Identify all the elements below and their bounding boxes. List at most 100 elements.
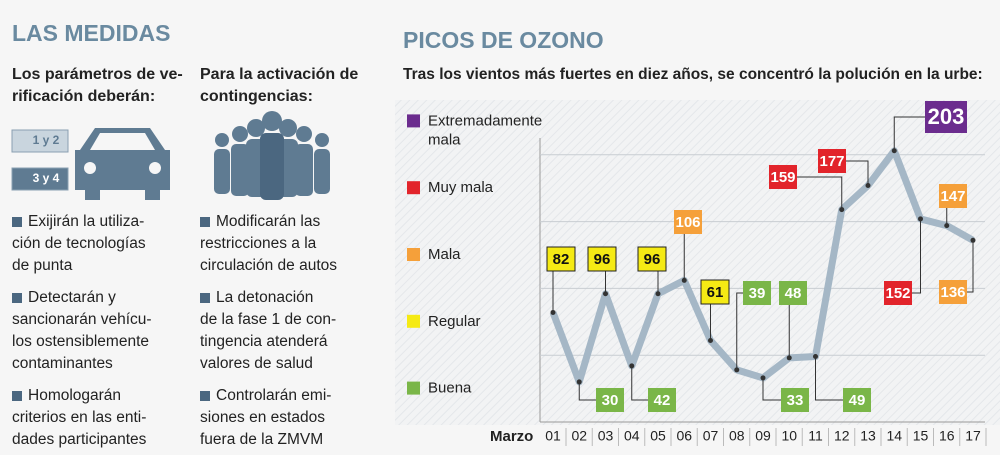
car-icon xyxy=(75,128,170,200)
x-tick-label: 15 xyxy=(913,428,929,444)
x-tick-label: 08 xyxy=(729,428,745,444)
value-label: 48 xyxy=(785,285,802,302)
value-box xyxy=(769,165,797,189)
item-text: sancionarán vehícu- xyxy=(12,311,152,328)
data-point xyxy=(681,277,687,283)
x-tick-label: 13 xyxy=(860,428,876,444)
value-box xyxy=(781,388,809,412)
leader-line xyxy=(783,176,843,210)
data-point xyxy=(734,367,740,373)
item-text: los ostensiblemente xyxy=(12,333,149,350)
x-tick-label: 12 xyxy=(834,428,850,444)
badge xyxy=(11,167,69,191)
value-label: 30 xyxy=(602,392,619,409)
value-label: 152 xyxy=(885,285,910,302)
bullet xyxy=(12,293,22,303)
item-text: ción de tecnologías xyxy=(12,235,146,252)
data-point xyxy=(576,379,582,385)
bullet xyxy=(200,293,210,303)
value-label: 96 xyxy=(644,251,661,268)
value-label: 203 xyxy=(928,104,965,129)
value-box xyxy=(939,184,967,208)
badge-label: 3 y 4 xyxy=(33,171,60,185)
value-label: 61 xyxy=(707,284,724,301)
x-tick-label: 09 xyxy=(755,428,771,444)
legend-label: Regular xyxy=(428,313,481,330)
column-heading: Para la activación de xyxy=(200,66,358,83)
people-icon xyxy=(214,111,330,200)
value-box xyxy=(546,246,576,272)
item-text: dades participantes xyxy=(12,431,147,448)
data-point xyxy=(603,291,608,297)
x-tick-label: 02 xyxy=(571,428,587,444)
item-text: de punta xyxy=(12,257,73,274)
item-text: tingencia atenderá xyxy=(200,333,328,350)
value-box xyxy=(779,281,807,305)
value-label: 136 xyxy=(940,284,965,301)
column-heading: contingencias: xyxy=(200,88,313,105)
data-point xyxy=(839,207,845,213)
x-tick-label: 05 xyxy=(650,428,666,444)
item-text: criterios en las enti- xyxy=(12,409,146,426)
legend-label: Muy mala xyxy=(428,179,494,196)
item-text: Detectarán y xyxy=(28,289,116,306)
chart-subtitle: Tras los vientos más fuertes en diez año… xyxy=(403,66,983,83)
data-point xyxy=(944,223,950,229)
item-text: restricciones a la xyxy=(200,235,317,252)
x-tick-label: 04 xyxy=(624,428,640,444)
x-tick-label: 17 xyxy=(965,428,981,444)
data-point xyxy=(629,363,635,369)
chart-background xyxy=(395,100,1000,425)
value-box xyxy=(587,246,617,272)
badge-label: 1 y 2 xyxy=(33,133,60,147)
data-point xyxy=(708,338,713,344)
data-point xyxy=(891,148,897,154)
legend-swatch xyxy=(407,381,420,395)
legend-swatch xyxy=(407,314,420,328)
data-point xyxy=(970,237,976,243)
item-text: Homologarán xyxy=(28,387,121,404)
value-box xyxy=(596,388,624,412)
value-label: 39 xyxy=(749,285,766,302)
badge xyxy=(11,129,69,153)
item-text: La detonación xyxy=(216,289,313,306)
data-point xyxy=(760,375,766,381)
legend-swatch xyxy=(407,114,420,128)
item-text: contaminantes xyxy=(12,355,113,372)
x-tick-label: 03 xyxy=(598,428,614,444)
value-box xyxy=(637,246,667,272)
bullet xyxy=(12,217,22,227)
value-box xyxy=(674,210,702,234)
item-text: Controlarán emi- xyxy=(216,387,331,404)
value-box xyxy=(743,281,771,305)
item-text: circulación de autos xyxy=(200,257,337,274)
data-point xyxy=(865,183,871,189)
x-axis-label: Marzo xyxy=(490,428,533,445)
legend-label: Mala xyxy=(428,246,461,263)
value-box xyxy=(648,388,676,412)
value-label: 49 xyxy=(849,392,866,409)
item-text: siones en estados xyxy=(200,409,325,426)
data-point xyxy=(918,216,923,222)
chart-title: PICOS DE OZONO xyxy=(403,27,604,53)
legend-label: Buena xyxy=(428,380,472,397)
x-tick-label: 11 xyxy=(808,428,823,444)
value-label: 106 xyxy=(675,214,700,231)
value-box xyxy=(700,279,730,305)
legend-swatch xyxy=(407,248,420,261)
value-label: 177 xyxy=(819,153,844,170)
data-point xyxy=(550,309,556,315)
data-point xyxy=(786,355,792,361)
value-label: 96 xyxy=(594,251,611,268)
value-box xyxy=(939,280,967,304)
column-heading: Los parámetros de ve- xyxy=(12,66,183,83)
column-heading: rificación deberán: xyxy=(12,88,155,105)
value-box xyxy=(884,281,912,305)
value-label: 42 xyxy=(654,392,671,409)
value-box xyxy=(818,149,846,173)
value-label: 147 xyxy=(940,188,965,205)
data-point xyxy=(813,354,818,360)
section-title: LAS MEDIDAS xyxy=(12,20,170,46)
legend-swatch xyxy=(407,181,420,195)
